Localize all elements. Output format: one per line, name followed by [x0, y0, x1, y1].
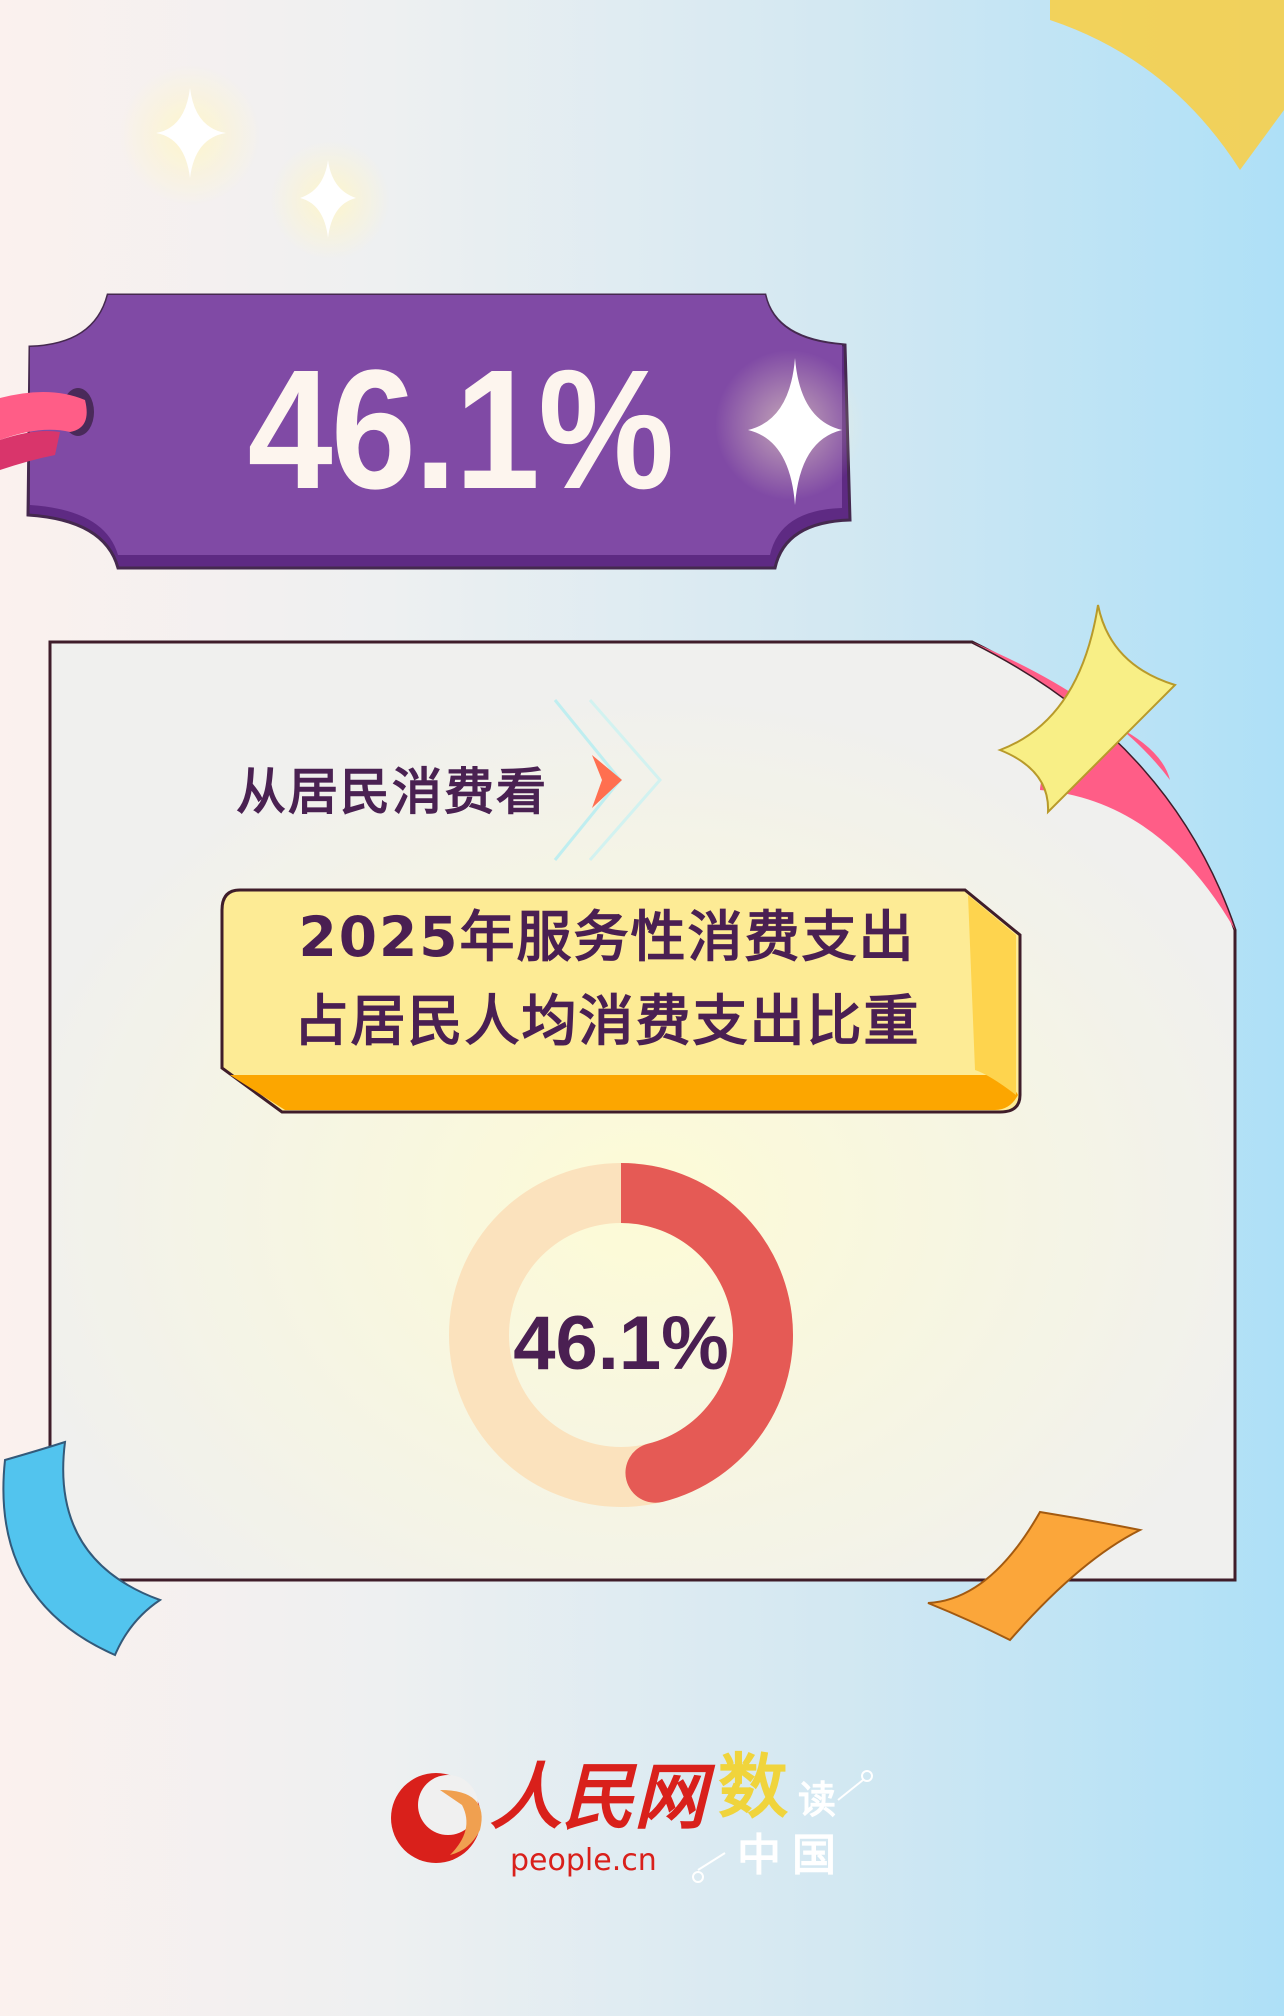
headline-box — [220, 888, 1022, 1114]
brand-name: 人民网 — [490, 1758, 707, 1838]
orange-confetti — [927, 1510, 1144, 1642]
yellow-corner-shape — [1050, 0, 1284, 170]
headline: 2025年服务性消费支出 占居民人均消费支出比重 — [222, 895, 992, 1063]
chevron-right-icon — [553, 699, 662, 861]
donut-value-arc — [621, 1163, 793, 1503]
headline-line-1: 2025年服务性消费支出 — [298, 905, 916, 969]
blue-confetti — [2, 1440, 163, 1657]
tag-string — [0, 391, 87, 440]
column-char-1: 数 — [718, 1750, 788, 1827]
headline-line-2: 占居民人均消费支出比重 — [293, 989, 921, 1053]
column-char-2: 读 — [798, 1780, 837, 1822]
donut-center-label: 46.1% — [513, 1301, 729, 1386]
column-char-3: 中 — [737, 1831, 781, 1880]
tag-value: 46.1% — [247, 335, 675, 525]
brand-domain: people.cn — [510, 1843, 657, 1878]
section-title: 从居民消费看 — [236, 763, 548, 821]
column-char-4: 国 — [792, 1831, 836, 1880]
sparkle-icon — [748, 358, 842, 505]
sparkle-icon — [156, 88, 226, 178]
people-logo-icon — [391, 1773, 482, 1863]
sparkle-icon — [300, 160, 356, 238]
donut-chart — [449, 1163, 793, 1507]
yellow-confetti — [997, 604, 1177, 815]
